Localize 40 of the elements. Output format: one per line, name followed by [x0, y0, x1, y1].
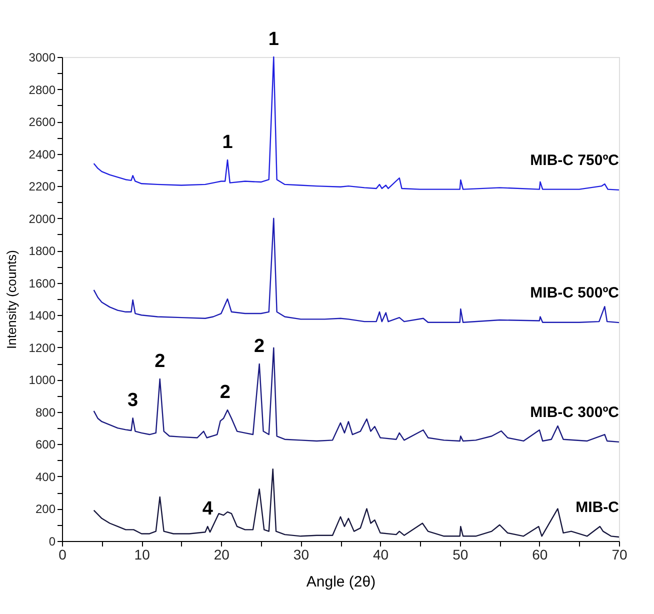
- line-series: [93, 218, 620, 324]
- y-tick-label: 600: [35, 438, 56, 452]
- y-tick-label: 200: [35, 502, 56, 516]
- line-series: [93, 468, 620, 538]
- y-tick-label: 1600: [28, 276, 56, 290]
- annotation: 1: [222, 132, 234, 153]
- x-tick-label: 70: [612, 546, 628, 562]
- annotation: 3: [128, 390, 138, 412]
- annotation: 2: [154, 351, 166, 372]
- series-label: MIB-C 750ºC: [530, 152, 620, 169]
- y-tick-label: 2400: [28, 147, 56, 162]
- y-tick-label: 2000: [28, 212, 56, 226]
- y-tick-label: 1800: [28, 244, 56, 258]
- x-tick-label: 50: [452, 546, 468, 562]
- x-tick-label: 40: [372, 546, 389, 562]
- y-tick-label: 1000: [28, 373, 56, 388]
- x-tick-label: 30: [293, 546, 310, 562]
- y-tick-label: 3000: [28, 50, 56, 64]
- x-tick-label: 60: [532, 546, 548, 562]
- y-tick-label: 2600: [28, 115, 56, 130]
- y-tick-label: 2800: [28, 82, 56, 97]
- y-tick-label: 400: [35, 470, 56, 484]
- annotation: 1: [268, 29, 280, 50]
- y-tick-label: 1400: [28, 308, 56, 323]
- annotation: 2: [254, 336, 265, 358]
- x-tick-label: 0: [58, 546, 67, 562]
- line-series: [93, 56, 620, 191]
- y-axis-title: Intensity (counts): [4, 250, 19, 349]
- y-tick-label: 1200: [28, 340, 56, 355]
- annotation: 2: [220, 382, 230, 403]
- y-tick-label: 800: [35, 405, 56, 420]
- y-tick-label: 2200: [28, 180, 56, 194]
- series-label: MIB-C 300ºC: [530, 404, 620, 421]
- series-label: MIB-C 500ºC: [530, 284, 620, 302]
- x-axis-title: Angle (2θ): [306, 574, 376, 590]
- series-label: MIB-C: [576, 498, 620, 516]
- x-tick-label: 20: [214, 546, 230, 562]
- y-tick-label: 0: [48, 534, 56, 548]
- annotation: 4: [202, 498, 214, 520]
- x-tick-label: 10: [134, 546, 150, 562]
